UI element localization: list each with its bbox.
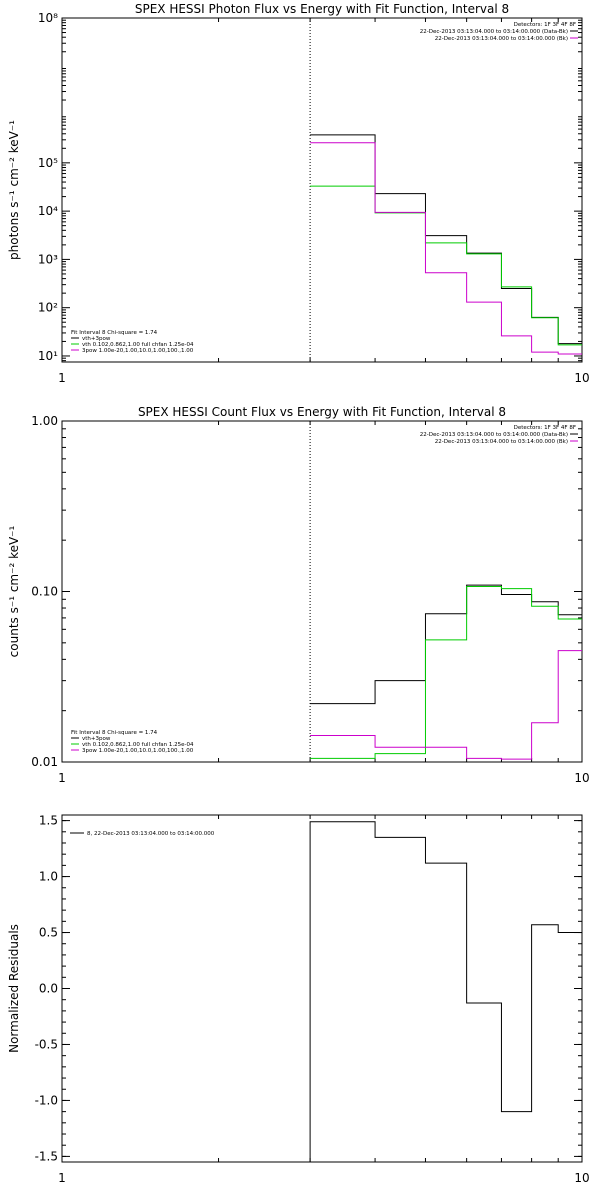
- y-tick-label: -1.0: [35, 1093, 58, 1107]
- legend-entry: 3pow 1.00e-20,1.00,10.0,1.00,100.,1.00: [82, 348, 194, 354]
- legend-entry: vth 0.102,0.862,1.00 full chfan 1.25e-04: [82, 342, 194, 348]
- series-2-line: [310, 585, 582, 759]
- y-tick-label: 0.0: [39, 982, 58, 996]
- interval-info: 22-Dec-2013 03:13:04.000 to 03:14:00.000…: [435, 439, 568, 445]
- legend-entry: vth+3pow: [82, 336, 111, 342]
- chart-1: SPEX HESSI Photon Flux vs Energy with Fi…: [7, 2, 590, 385]
- chart-title: SPEX HESSI Count Flux vs Energy with Fit…: [138, 405, 506, 419]
- detectors-label: Detectors: 1F 3F 4F 8F: [514, 425, 576, 431]
- detectors-label: Detectors: 1F 3F 4F 8F: [514, 22, 576, 28]
- y-tick-label: -1.5: [35, 1149, 58, 1163]
- y-axis-label: photons s⁻¹ cm⁻² keV⁻¹: [7, 120, 21, 260]
- y-tick-label: 10³: [38, 252, 58, 266]
- x-tick-label: 10: [574, 371, 589, 385]
- interval-info: 22-Dec-2013 03:13:04.000 to 03:14:00.000…: [420, 29, 568, 35]
- y-tick-label: 10¹: [38, 349, 58, 363]
- legend-entry: 8, 22-Dec-2013 03:13:04.000 to 03:14:00.…: [87, 831, 215, 837]
- interval-info: 22-Dec-2013 03:13:04.000 to 03:14:00.000…: [435, 36, 568, 42]
- series-3-line: [310, 650, 582, 760]
- series-1-line: [310, 134, 582, 345]
- y-tick-label: 0.01: [31, 755, 58, 769]
- y-tick-label: 10⁴: [38, 204, 58, 218]
- plot-frame: [61, 814, 583, 1163]
- legend-entry: 3pow 1.00e-20,1.00,10.0,1.00,100.,1.00: [82, 748, 194, 754]
- chart-2: SPEX HESSI Count Flux vs Energy with Fit…: [7, 405, 590, 785]
- legend-header: Fit Interval 8 Chi-square = 1.74: [71, 730, 158, 736]
- chart-title: SPEX HESSI Photon Flux vs Energy with Fi…: [135, 2, 509, 16]
- plot-frame: [61, 17, 583, 363]
- series-1-line: [309, 821, 582, 1162]
- y-tick-label: 1.0: [39, 870, 58, 884]
- legend-header: Fit Interval 8 Chi-square = 1.74: [71, 330, 158, 336]
- series-2-line: [310, 185, 582, 346]
- series-1-line: [310, 584, 582, 705]
- plot-frame: [61, 420, 583, 763]
- chart-3: Normalized Residuals 1 10 -1.5 -1.0 -0.5 0.0 0.…: [7, 814, 590, 1185]
- y-tick-label: 10⁵: [38, 156, 58, 170]
- y-tick-label: 10²: [38, 301, 58, 315]
- interval-info: 22-Dec-2013 03:13:04.000 to 03:14:00.000…: [420, 432, 568, 438]
- y-tick-label: 1.00: [31, 414, 58, 428]
- legend-entry: vth+3pow: [82, 736, 111, 742]
- y-tick-label: 10⁸: [38, 11, 58, 25]
- x-tick-label: 10: [574, 1171, 589, 1185]
- y-tick-label: 1.5: [39, 814, 58, 828]
- y-tick-label: -0.5: [35, 1037, 58, 1051]
- x-tick-label: 1: [58, 771, 66, 785]
- y-axis-label: counts s⁻¹ cm⁻² keV⁻¹: [7, 525, 21, 657]
- x-tick-label: 1: [58, 1171, 66, 1185]
- y-axis-label: Normalized Residuals: [7, 924, 21, 1053]
- series-3-line: [310, 142, 582, 355]
- legend-entry: vth 0.102,0.862,1.00 full chfan 1.25e-04: [82, 742, 194, 748]
- y-tick-label: 0.10: [31, 585, 58, 599]
- x-tick-label: 1: [58, 371, 66, 385]
- x-tick-label: 10: [574, 771, 589, 785]
- y-tick-label: 0.5: [39, 926, 58, 940]
